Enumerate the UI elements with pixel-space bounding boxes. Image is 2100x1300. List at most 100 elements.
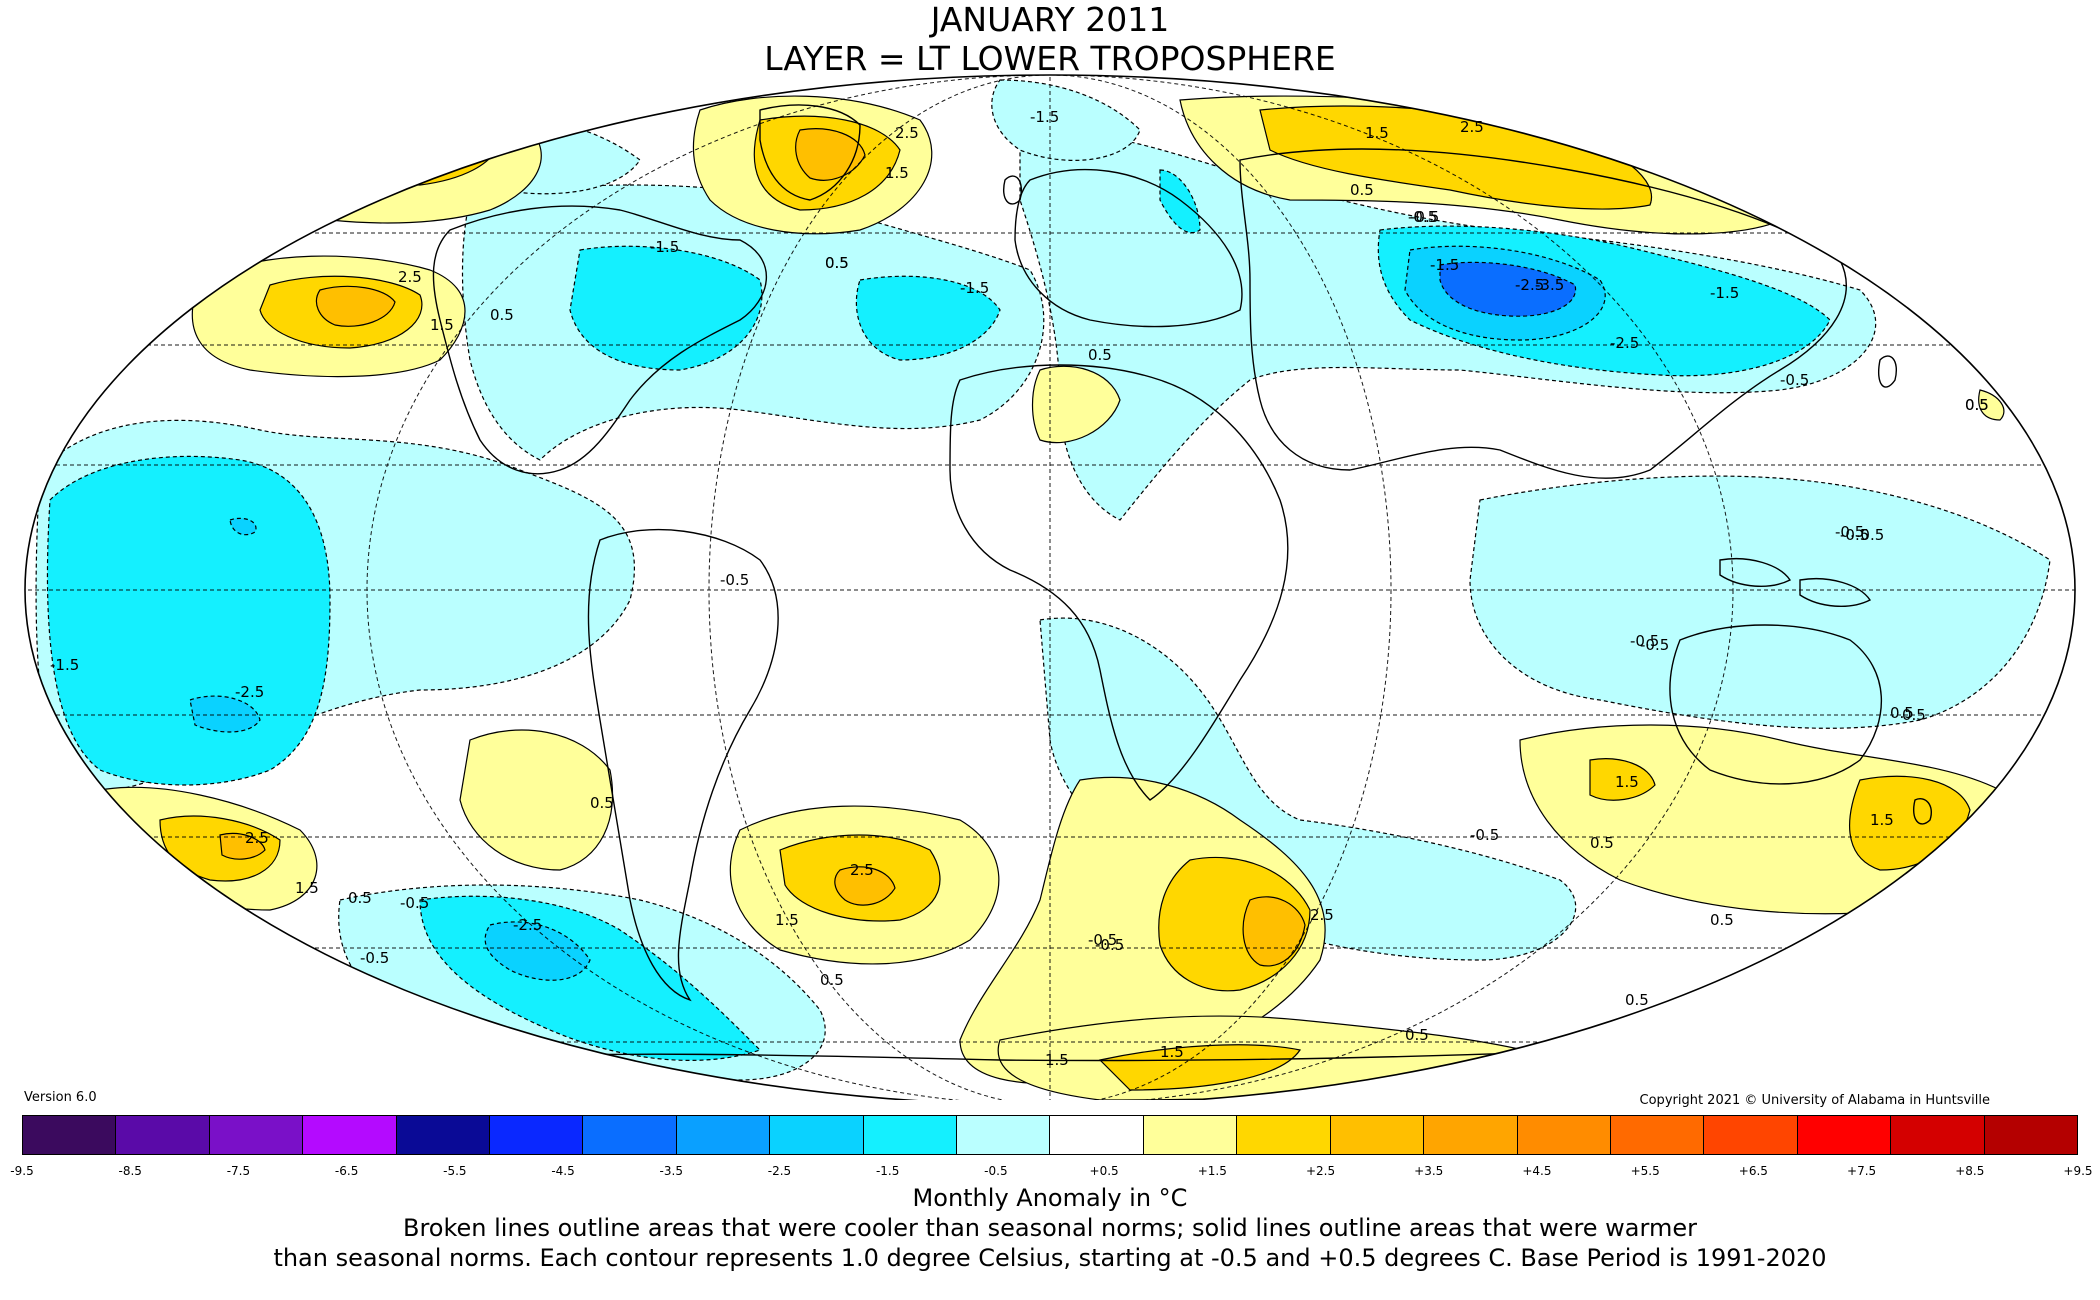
- contour-label: -0.5: [1840, 526, 1869, 544]
- colorbar-tick-label: +1.5: [1197, 1164, 1227, 1178]
- globe-outline: [24, 74, 2076, 1100]
- colorbar-swatch: [1424, 1116, 1518, 1154]
- contour-label: 0.5: [825, 254, 849, 272]
- caption-line-1: Broken lines outline areas that were coo…: [403, 1214, 1697, 1242]
- contour-label: 0.5: [820, 971, 844, 989]
- copyright-label: Copyright 2021 © University of Alabama i…: [1639, 1093, 1990, 1108]
- contour-label: 0.5: [1350, 181, 1374, 199]
- contour-label: 1.5: [430, 316, 454, 334]
- contour-label: -0.5: [360, 949, 389, 967]
- colorbar-tick-label: -6.5: [334, 1164, 359, 1178]
- colorbar-tick-label: -3.5: [659, 1164, 683, 1178]
- contour-label: -0.5: [1780, 371, 1809, 389]
- colorbar-tick-label: -8.5: [118, 1164, 142, 1178]
- colorbar-swatch: [770, 1116, 864, 1154]
- colorbar-tick-label: +4.5: [1522, 1164, 1552, 1178]
- colorbar-tick-label: -9.5: [10, 1164, 34, 1178]
- contour-label: 2.5: [398, 268, 422, 286]
- contour-label: -0.5: [1408, 208, 1437, 226]
- colorbar-tick-label: +0.5: [1089, 1164, 1119, 1178]
- contour-label: -3.5: [1535, 276, 1564, 294]
- contour-label: 0.5: [1965, 396, 1989, 414]
- colorbar-swatch: [1237, 1116, 1331, 1154]
- contour-label: -1.5: [960, 279, 989, 297]
- colorbar-swatch: [209, 1116, 304, 1154]
- colorbar-swatch: [1050, 1116, 1144, 1154]
- contour-label: 1.5: [1615, 773, 1639, 791]
- contour-label: 2.5: [895, 124, 919, 142]
- colorbar-tick-label: +5.5: [1630, 1164, 1660, 1178]
- contour-label: -0.5: [1640, 636, 1669, 654]
- contour-label: -1.5: [650, 238, 679, 256]
- contour-label: -2.5: [1515, 276, 1544, 294]
- contour-label: -2.5: [1610, 334, 1639, 352]
- anomaly-fields: [25, 75, 2075, 1100]
- contour-label: 0.5: [590, 794, 614, 812]
- contour-label: 2.5: [850, 861, 874, 879]
- colorbar-swatch: [1517, 1116, 1611, 1154]
- contour-label: 1.5: [295, 879, 319, 897]
- contour-label: -0.5: [1410, 208, 1439, 226]
- colorbar-tick-label: +8.5: [1955, 1164, 1985, 1178]
- colorbar-swatch: [1891, 1116, 1985, 1154]
- contour-label: 2.5: [1310, 906, 1334, 924]
- colorbar-tick-label: -7.5: [226, 1164, 251, 1178]
- warm-areas-plus-2-5: [219, 128, 1306, 967]
- colorbar-tick-label: +9.5: [2063, 1164, 2093, 1178]
- colorbar: [22, 1115, 2078, 1155]
- colorbar-swatch: [676, 1116, 771, 1154]
- contour-label: 1.5: [1045, 1051, 1069, 1069]
- contour-label: -2.5: [513, 916, 542, 934]
- colorbar-tick-label: +6.5: [1738, 1164, 1768, 1178]
- contour-label: 1.5: [1870, 811, 1894, 829]
- contour-label: 0.5: [1088, 346, 1112, 364]
- contour-label: 2.5: [245, 829, 269, 847]
- contour-label: 0.5: [1965, 396, 1989, 414]
- colorbar-tick-label: -1.5: [875, 1164, 900, 1178]
- contour-label: 0.5: [825, 254, 849, 272]
- contour-label: -0.5: [1088, 931, 1117, 949]
- contour-label: 0.5: [1405, 1026, 1429, 1044]
- contour-label: -0.5: [720, 571, 749, 589]
- contour-label: -1.5: [1430, 256, 1459, 274]
- colorbar-swatch: [1704, 1116, 1798, 1154]
- contour-label: 0.5: [1902, 706, 1926, 724]
- caption-line-2: than seasonal norms. Each contour repres…: [273, 1244, 1827, 1272]
- contour-label: 1.5: [885, 164, 909, 182]
- contour-labels: -1.5 1.5 2.5 -0.5 0.5 -1.5 2.5 1.5 0.5 -…: [50, 108, 1989, 1069]
- version-label: Version 6.0: [24, 1090, 97, 1105]
- colorbar-swatch: [490, 1116, 584, 1154]
- colorbar-tick-label: +3.5: [1414, 1164, 1444, 1178]
- map-title-layer: LAYER = LT LOWER TROPOSPHERE: [764, 39, 1336, 78]
- colorbar-swatch: [1797, 1116, 1892, 1154]
- colorbar-swatch: [116, 1116, 210, 1154]
- contour-label: -1.5: [1030, 108, 1059, 126]
- colorbar-swatch: [1330, 1116, 1425, 1154]
- colorbar-swatch: [1984, 1116, 2077, 1154]
- map-title-month: JANUARY 2011: [930, 0, 1170, 39]
- colorbar-swatch: [396, 1116, 491, 1154]
- contour-label: -0.5: [1630, 632, 1659, 650]
- colorbar-tick-label: -2.5: [767, 1164, 792, 1178]
- contour-label: 0.5: [490, 306, 514, 324]
- colorbar-swatch: [23, 1116, 117, 1154]
- contour-label: 1.5: [775, 911, 799, 929]
- colorbar-tick-label: +2.5: [1305, 1164, 1336, 1178]
- contour-label: -1.5: [50, 656, 79, 674]
- contour-label: -0.5: [1470, 826, 1499, 844]
- colorbar-label: Monthly Anomaly in °C: [912, 1184, 1188, 1212]
- colorbar-tick-label: +7.5: [1847, 1164, 1877, 1178]
- contour-label: -1.5: [1710, 284, 1739, 302]
- contour-label: -0.5: [400, 894, 429, 912]
- contour-label: -0.5: [1855, 526, 1884, 544]
- contour-label: -0.5: [1835, 523, 1864, 541]
- colorbar-swatch: [1143, 1116, 1238, 1154]
- contour-label: -0.5: [1095, 936, 1124, 954]
- anomaly-map: -1.5 1.5 2.5 -0.5 0.5 -1.5 2.5 1.5 0.5 -…: [24, 74, 2076, 1100]
- contour-label: 0.5: [1625, 991, 1649, 1009]
- colorbar-swatch: [583, 1116, 677, 1154]
- cool-areas-minus-3-5: [1439, 261, 1577, 317]
- contour-label: -2.5: [235, 683, 264, 701]
- contour-label: 0.5: [1590, 834, 1614, 852]
- contour-label: 0.5: [1890, 704, 1914, 722]
